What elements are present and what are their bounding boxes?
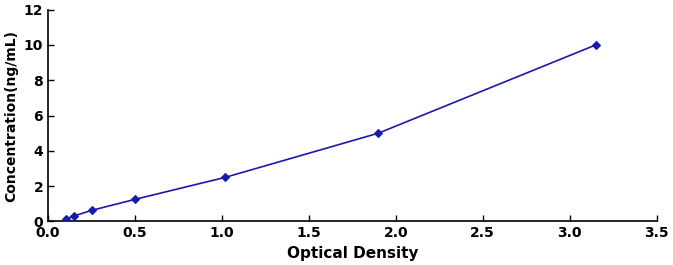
Y-axis label: Concentration(ng/mL): Concentration(ng/mL) (4, 29, 18, 202)
X-axis label: Optical Density: Optical Density (287, 246, 418, 261)
